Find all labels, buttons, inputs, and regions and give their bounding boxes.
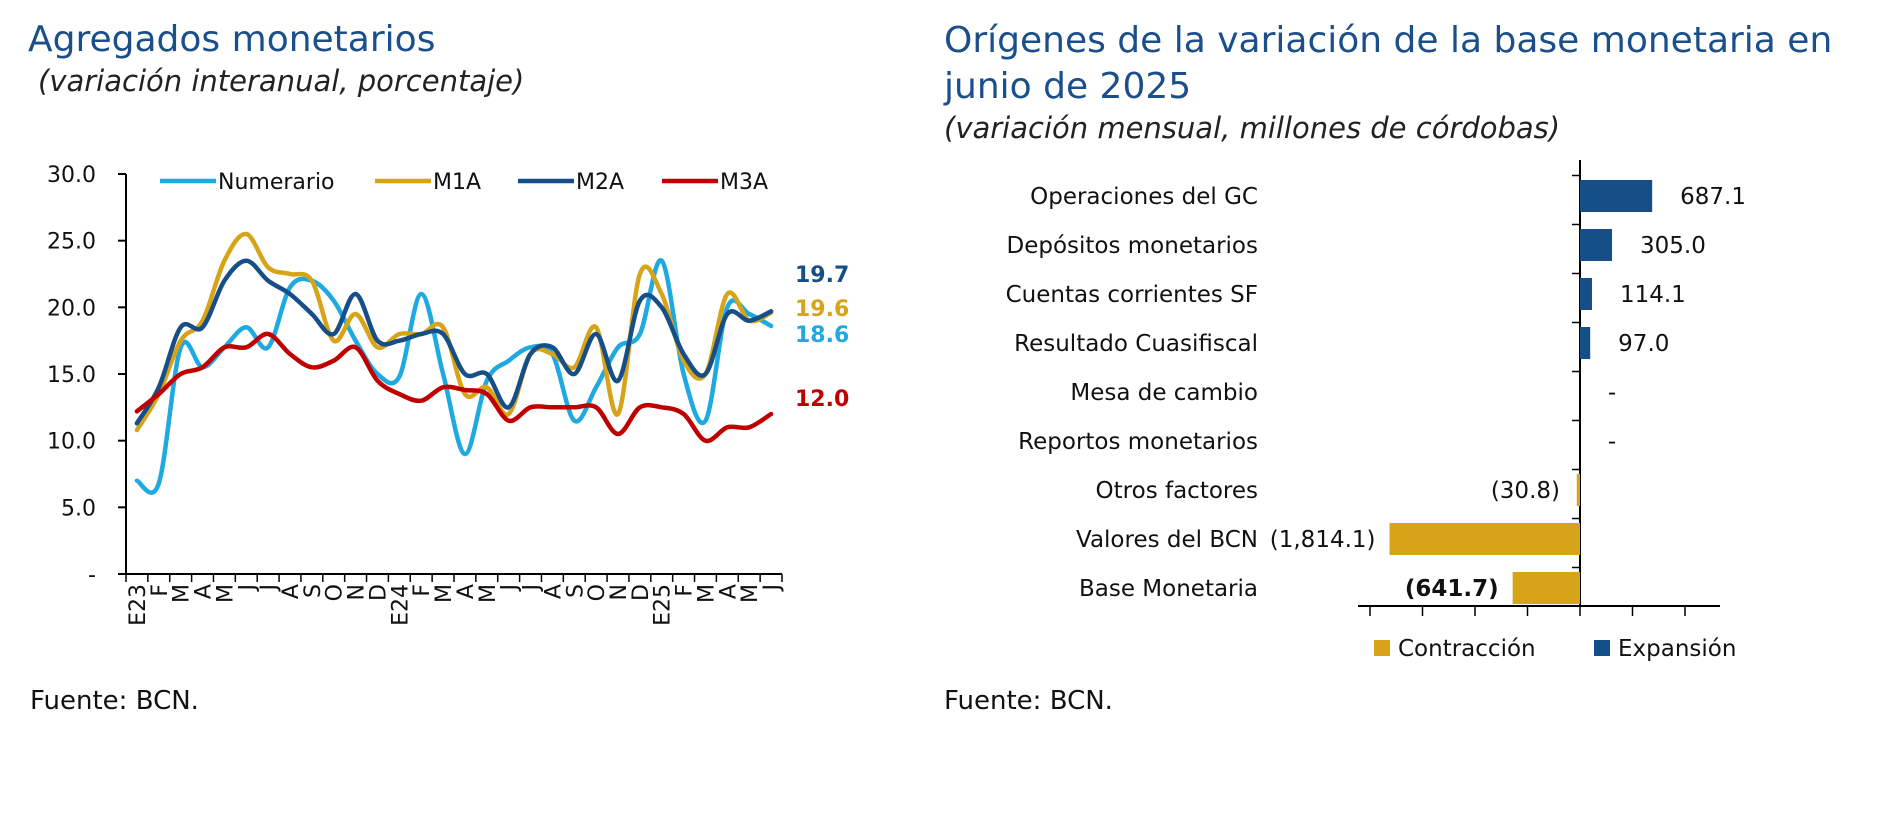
x-tick-label: A (192, 584, 217, 599)
bar-value-label: (30.8) (1491, 478, 1560, 504)
x-tick-label: A (279, 584, 304, 599)
x-tick-label: S (301, 584, 326, 598)
x-tick-label: J (760, 584, 785, 593)
x-tick-label: M (213, 584, 238, 603)
left-chart-panel: Agregados monetarios (variación interanu… (0, 0, 930, 834)
y-tick-label: 10.0 (47, 430, 96, 455)
right-chart-title-line1: Orígenes de la variación de la base mone… (944, 20, 1833, 61)
line-chart: -5.010.015.020.025.030.0E23FMAMJJASONDE2… (47, 163, 849, 626)
bar-value-label: 114.1 (1620, 282, 1686, 308)
end-label-numerario: 18.6 (795, 323, 849, 348)
bar-value-label: - (1608, 429, 1616, 455)
x-tick-label: F (673, 584, 698, 597)
right-chart-source: Fuente: BCN. (944, 686, 1113, 716)
bar-7 (1389, 523, 1580, 555)
x-tick-label: E23 (126, 584, 151, 626)
x-tick-label: M (432, 584, 457, 603)
x-tick-label: O (585, 584, 610, 601)
x-tick-label: E25 (651, 584, 676, 626)
right-chart-panel: Orígenes de la variación de la base mone… (930, 0, 1890, 834)
x-tick-label: J (235, 584, 260, 593)
x-tick-label: F (148, 584, 173, 597)
bar-6 (1576, 474, 1580, 506)
bar-category-label: Resultado Cuasifiscal (1014, 331, 1258, 357)
bar-value-label: 305.0 (1640, 233, 1706, 259)
x-tick-label: N (345, 584, 370, 600)
left-chart-title: Agregados monetarios (28, 19, 436, 60)
bar-category-label: Otros factores (1096, 478, 1258, 504)
x-tick-label: A (716, 584, 741, 599)
bar-value-label: 97.0 (1618, 331, 1669, 357)
end-label-m1a: 19.6 (795, 297, 849, 322)
series-line-m2a (134, 258, 774, 426)
x-tick-label: M (738, 584, 763, 603)
series-line-numerario (134, 258, 774, 495)
bar-1 (1580, 229, 1613, 261)
right-chart-subtitle: (variación mensual, millones de córdobas… (944, 111, 1561, 145)
legend-label: M2A (576, 170, 624, 195)
bar-8 (1512, 572, 1580, 604)
bar-value-label: (1,814.1) (1270, 527, 1376, 553)
end-label-m3a: 12.0 (795, 387, 849, 412)
series-line-m3a (134, 331, 774, 444)
x-tick-label: D (629, 584, 654, 601)
left-chart-source: Fuente: BCN. (30, 686, 199, 716)
x-tick-label: S (563, 584, 588, 598)
legend-label: Contracción (1398, 636, 1536, 662)
bar-value-label: 687.1 (1680, 184, 1746, 210)
legend-label: Numerario (218, 170, 335, 195)
legend-label: Expansión (1618, 636, 1736, 662)
y-tick-label: - (88, 563, 96, 588)
bar-3 (1580, 327, 1591, 359)
bar-value-label: (641.7) (1405, 576, 1499, 602)
x-tick-label: E24 (388, 584, 413, 626)
y-tick-label: 5.0 (61, 496, 96, 521)
bar-value-label: - (1608, 380, 1616, 406)
legend-swatch (1374, 640, 1390, 656)
y-tick-label: 25.0 (47, 230, 96, 255)
end-label-m2a: 19.7 (795, 263, 849, 288)
x-tick-label: M (476, 584, 501, 603)
bar-chart: Operaciones del GC 687.1 Depósitos monetar… (1006, 160, 1746, 662)
legend-swatch (1594, 640, 1610, 656)
right-chart-title-line2: junio de 2025 (944, 66, 1192, 107)
bar-0 (1580, 180, 1653, 212)
x-tick-label: J (257, 584, 282, 593)
left-chart-subtitle: (variación interanual, porcentaje) (38, 64, 525, 98)
x-tick-label: J (520, 584, 545, 593)
x-tick-label: F (410, 584, 435, 597)
x-tick-label: N (607, 584, 632, 600)
bar-category-label: Reportos monetarios (1018, 429, 1258, 455)
bar-2 (1580, 278, 1592, 310)
bar-category-label: Mesa de cambio (1070, 380, 1258, 406)
x-tick-label: M (694, 584, 719, 603)
bar-category-label: Base Monetaria (1079, 576, 1258, 602)
bar-category-label: Cuentas corrientes SF (1006, 282, 1258, 308)
x-tick-label: J (498, 584, 523, 593)
bar-category-label: Operaciones del GC (1030, 184, 1258, 210)
x-tick-label: A (541, 584, 566, 599)
series-line-m1a (134, 231, 774, 433)
x-tick-label: D (366, 584, 391, 601)
legend-label: M3A (720, 170, 768, 195)
bar-category-label: Valores del BCN (1076, 527, 1258, 553)
x-tick-label: A (454, 584, 479, 599)
y-tick-label: 30.0 (47, 163, 96, 188)
bar-category-label: Depósitos monetarios (1006, 233, 1258, 259)
y-tick-label: 20.0 (47, 296, 96, 321)
x-tick-label: M (170, 584, 195, 603)
y-tick-label: 15.0 (47, 363, 96, 388)
legend-label: M1A (433, 170, 481, 195)
x-tick-label: O (323, 584, 348, 601)
